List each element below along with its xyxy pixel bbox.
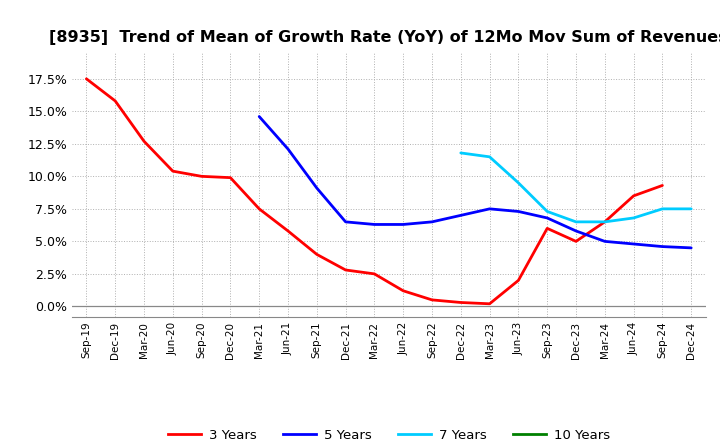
3 Years: [658, 183, 667, 188]
7 Years: [456, 150, 465, 156]
5 Years: [572, 228, 580, 234]
3 Years: [226, 175, 235, 180]
3 Years: [456, 300, 465, 305]
3 Years: [82, 76, 91, 81]
3 Years: [543, 226, 552, 231]
7 Years: [658, 206, 667, 212]
3 Years: [370, 271, 379, 276]
3 Years: [168, 169, 177, 174]
7 Years: [514, 180, 523, 186]
3 Years: [600, 219, 609, 224]
5 Years: [399, 222, 408, 227]
5 Years: [370, 222, 379, 227]
Legend: 3 Years, 5 Years, 7 Years, 10 Years: 3 Years, 5 Years, 7 Years, 10 Years: [163, 424, 615, 440]
7 Years: [600, 219, 609, 224]
5 Years: [514, 209, 523, 214]
3 Years: [514, 278, 523, 283]
Line: 3 Years: 3 Years: [86, 79, 662, 304]
3 Years: [629, 193, 638, 198]
5 Years: [658, 244, 667, 249]
5 Years: [456, 213, 465, 218]
Line: 5 Years: 5 Years: [259, 117, 691, 248]
3 Years: [197, 174, 206, 179]
3 Years: [140, 139, 148, 144]
Title: [8935]  Trend of Mean of Growth Rate (YoY) of 12Mo Mov Sum of Revenues: [8935] Trend of Mean of Growth Rate (YoY…: [50, 29, 720, 45]
3 Years: [572, 239, 580, 244]
7 Years: [543, 209, 552, 214]
3 Years: [255, 206, 264, 212]
7 Years: [572, 219, 580, 224]
3 Years: [284, 228, 292, 234]
5 Years: [284, 147, 292, 152]
7 Years: [629, 215, 638, 220]
3 Years: [399, 288, 408, 293]
5 Years: [428, 219, 436, 224]
3 Years: [428, 297, 436, 303]
5 Years: [543, 215, 552, 220]
3 Years: [312, 252, 321, 257]
5 Years: [341, 219, 350, 224]
7 Years: [485, 154, 494, 159]
5 Years: [600, 239, 609, 244]
Line: 7 Years: 7 Years: [461, 153, 691, 222]
3 Years: [341, 268, 350, 273]
3 Years: [485, 301, 494, 306]
5 Years: [687, 245, 696, 250]
5 Years: [629, 241, 638, 246]
5 Years: [312, 185, 321, 191]
3 Years: [111, 98, 120, 103]
5 Years: [255, 114, 264, 119]
5 Years: [485, 206, 494, 212]
7 Years: [687, 206, 696, 212]
